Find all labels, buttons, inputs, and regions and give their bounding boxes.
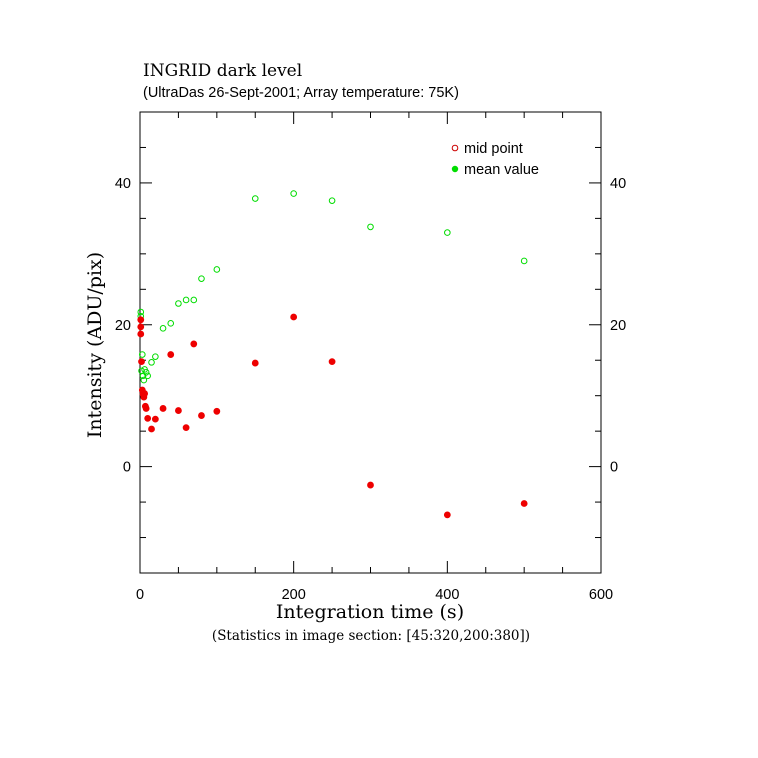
mid-point-point	[159, 325, 167, 332]
chart-title: INGRID dark level	[143, 61, 302, 81]
x-axis-label: Integration time (s)	[276, 601, 464, 623]
mid-point-point	[328, 197, 336, 204]
mid-point-point	[251, 195, 259, 202]
mid-point-point	[142, 368, 150, 376]
mid-point-point	[182, 296, 190, 304]
mid-point-point	[152, 353, 159, 360]
legend-label: mean value	[464, 162, 539, 178]
mid-point-point	[290, 190, 297, 197]
y-tick-label-right: 20	[610, 318, 626, 334]
y-axis-label: Intensity (ADU/pix)	[84, 252, 106, 438]
mean-value-point	[198, 412, 205, 419]
mid-point-point	[190, 296, 198, 304]
mean-value-point	[175, 407, 182, 414]
mean-value-point	[190, 340, 198, 348]
mean-value-point	[443, 511, 451, 519]
data-points	[137, 190, 528, 519]
x-tick-label: 0	[136, 587, 144, 603]
y-tick-label-left: 20	[115, 318, 131, 334]
mean-value-point	[251, 359, 259, 367]
y-tick-label-left: 40	[115, 176, 131, 192]
mid-point-point	[444, 229, 451, 236]
mid-point-point	[175, 300, 182, 307]
mid-point-point	[367, 223, 374, 231]
axis-ticks	[139, 112, 602, 573]
mid-point-point	[139, 351, 146, 358]
chart-subtitle: (UltraDas 26-Sept-2001; Array temperatur…	[143, 85, 459, 101]
mean-value-point	[182, 424, 190, 432]
legend: mid point mean value	[451, 141, 539, 178]
mean-value-point	[148, 425, 155, 433]
mean-value-point	[144, 414, 152, 422]
mean-value-point	[137, 330, 145, 338]
mean-value-point	[159, 405, 167, 412]
mean-value-point	[137, 323, 145, 331]
mean-value-point	[290, 313, 298, 321]
mean-value-point	[520, 500, 528, 507]
mean-value-point	[138, 358, 145, 366]
footnote: (Statistics in image section: [45:320,20…	[212, 628, 530, 644]
mid-point-point	[213, 266, 221, 273]
x-tick-label: 200	[282, 587, 306, 603]
mid-point-point	[198, 275, 205, 282]
mean-value-point	[328, 358, 336, 366]
y-tick-label-right: 0	[610, 460, 618, 476]
mid-point-point	[148, 359, 155, 366]
mid-point-point	[137, 308, 145, 316]
legend-marker	[451, 165, 459, 173]
axis-tick-labels: 0 200 400 600 0 0 20 20 40 40	[115, 176, 626, 603]
mean-value-point	[142, 405, 150, 412]
mid-point-point	[167, 320, 175, 327]
mean-value-point	[167, 351, 175, 358]
legend-marker	[451, 144, 459, 152]
mean-value-point	[141, 390, 149, 397]
x-tick-label: 600	[589, 587, 613, 603]
mean-value-point	[137, 316, 145, 324]
mid-point-point	[520, 257, 528, 265]
y-tick-label-right: 40	[610, 176, 626, 192]
legend-label: mid point	[464, 141, 523, 157]
mean-value-point	[367, 481, 374, 489]
y-tick-label-left: 0	[123, 460, 131, 476]
mid-point-point	[144, 372, 151, 380]
x-tick-label: 400	[435, 587, 459, 603]
plot-frame	[139, 111, 602, 574]
mid-point-point	[140, 376, 148, 384]
mean-value-point	[151, 415, 159, 423]
mean-value-point	[213, 407, 221, 415]
